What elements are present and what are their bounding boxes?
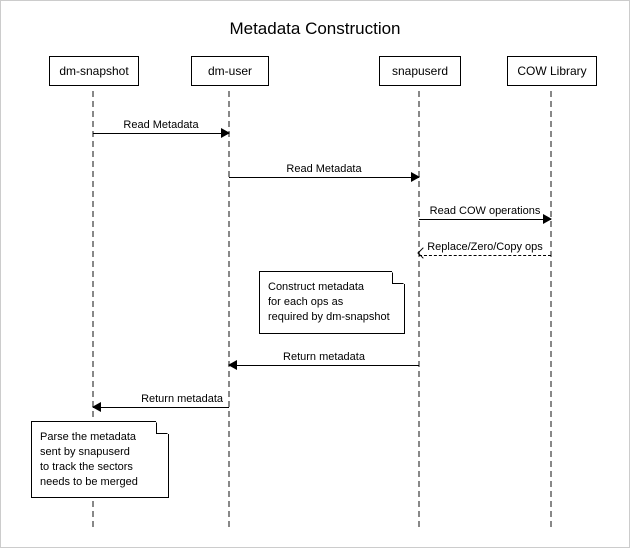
message-line <box>93 407 229 408</box>
message: Read COW operations <box>419 205 551 225</box>
arrow-right-icon <box>543 214 552 224</box>
lifeline-dm-user <box>228 91 230 527</box>
participant-cow-library: COW Library <box>507 56 597 86</box>
message-line <box>93 133 229 134</box>
message-label: Replace/Zero/Copy ops <box>419 241 551 253</box>
message: Return metadata <box>93 393 229 413</box>
message-label: Read COW operations <box>419 205 551 217</box>
arrow-right-icon <box>221 128 230 138</box>
participant-label: COW Library <box>517 64 586 78</box>
message-label: Read Metadata <box>229 163 419 175</box>
message: Replace/Zero/Copy ops <box>419 241 551 261</box>
message: Return metadata <box>229 351 419 371</box>
participant-snapuserd: snapuserd <box>379 56 461 86</box>
message: Read Metadata <box>93 119 229 139</box>
message-line <box>419 219 551 220</box>
note: Parse the metadata sent by snapuserd to … <box>31 421 169 498</box>
message-line <box>229 365 419 366</box>
note-text: Parse the metadata sent by snapuserd to … <box>40 430 158 489</box>
participant-label: dm-user <box>208 64 252 78</box>
participant-label: dm-snapshot <box>59 64 128 78</box>
arrow-left-icon <box>228 360 237 370</box>
message: Read Metadata <box>229 163 419 183</box>
arrow-right-icon <box>411 172 420 182</box>
message-label: Read Metadata <box>93 119 229 131</box>
lifeline-snapuserd <box>418 91 420 527</box>
participant-dm-snapshot: dm-snapshot <box>49 56 139 86</box>
message-label: Return metadata <box>229 351 419 363</box>
participant-label: snapuserd <box>392 64 448 78</box>
lifeline-cow-library <box>550 91 552 527</box>
message-line <box>229 177 419 178</box>
participant-dm-user: dm-user <box>191 56 269 86</box>
message-label: Return metadata <box>141 393 223 405</box>
note: Construct metadata for each ops as requi… <box>259 271 405 334</box>
sequence-diagram: Metadata Construction dm-snapshot dm-user… <box>0 0 630 548</box>
message-line <box>419 255 551 256</box>
diagram-title: Metadata Construction <box>1 19 629 39</box>
arrow-left-icon <box>92 402 101 412</box>
note-text: Construct metadata for each ops as requi… <box>268 280 394 325</box>
